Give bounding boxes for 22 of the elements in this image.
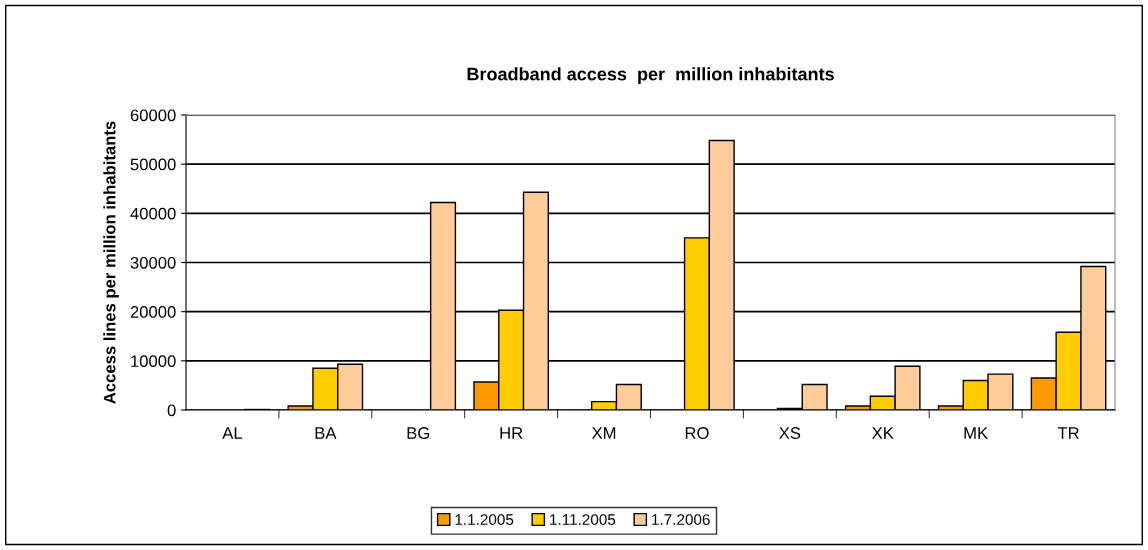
legend-label: 1.11.2005 [550, 514, 616, 525]
legend-label: 1.7.2006 [652, 514, 710, 525]
y-tick-label: 30000 [130, 256, 176, 269]
x-tick-label: TR [1057, 427, 1079, 439]
x-tick-label: XK [872, 427, 894, 439]
x-tick-label: XM [591, 427, 616, 439]
x-tick-label: HR [500, 427, 523, 439]
y-tick-label: 60000 [130, 109, 176, 122]
x-tick-label: AL [222, 427, 243, 439]
x-tick-label: RO [685, 427, 709, 439]
y-tick-label: 0 [167, 404, 176, 417]
x-tick-label: MK [964, 427, 988, 439]
y-tick-label: 20000 [130, 306, 176, 318]
y-tick-label: 10000 [131, 355, 176, 368]
legend-label: 1.1.2005 [455, 514, 514, 525]
y-tick-label: 40000 [130, 207, 176, 220]
x-tick-label: BA [315, 427, 337, 439]
y-axis-title: Access lines per million inhabitants [103, 121, 119, 404]
x-tick-label: XS [779, 427, 801, 439]
chart-title: Broadband access per million inhabitants [467, 67, 834, 85]
x-tick-label: BG [407, 427, 430, 439]
y-tick-label: 50000 [130, 158, 176, 171]
